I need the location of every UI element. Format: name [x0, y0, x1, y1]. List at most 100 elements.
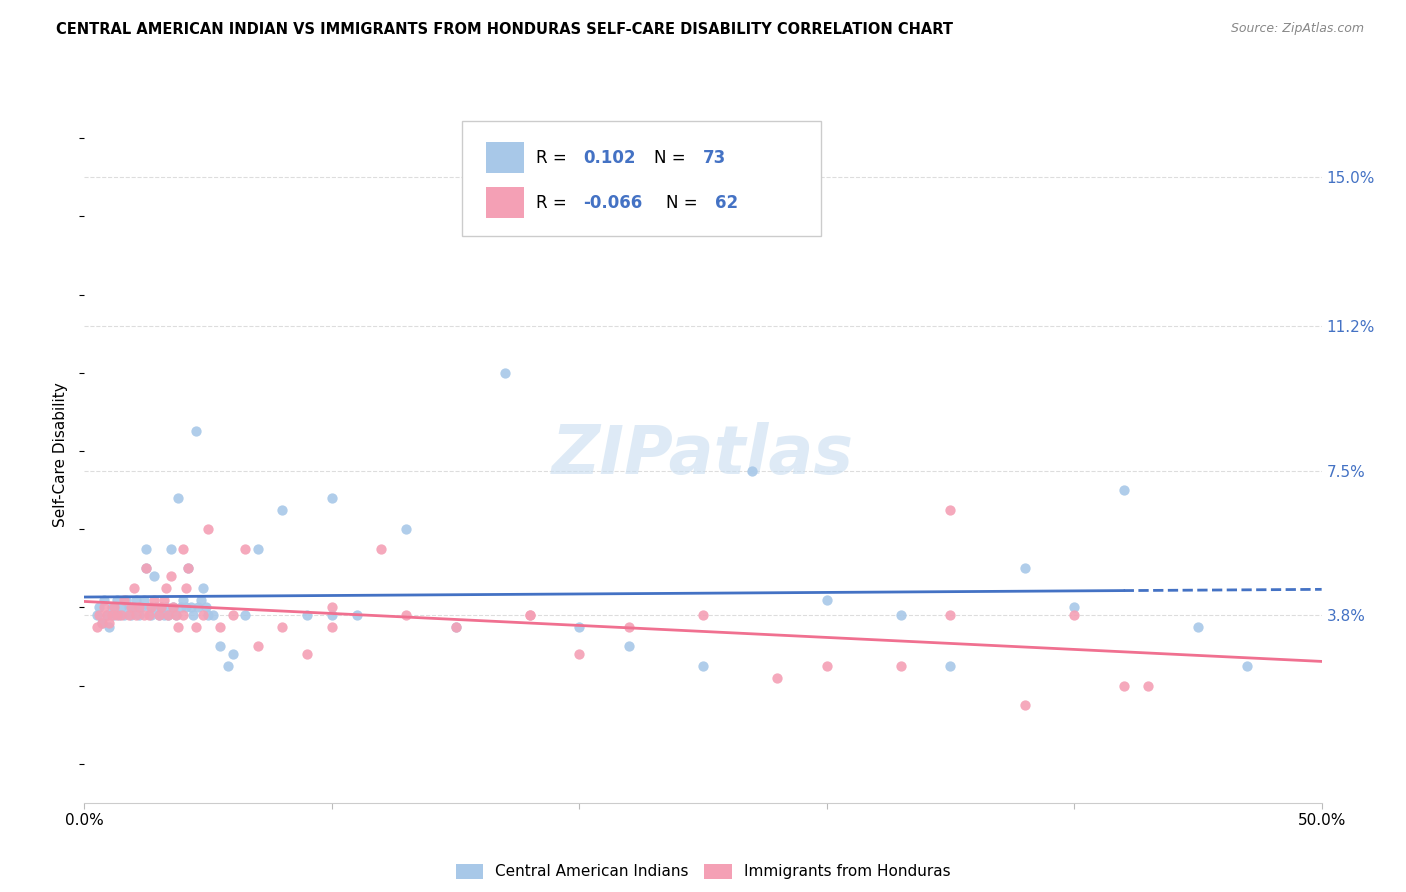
Point — [246, 640, 269, 654]
Point — [93, 600, 115, 615]
Point — [110, 600, 132, 615]
Point — [100, 600, 122, 615]
Point — [568, 620, 591, 634]
Point — [90, 615, 112, 630]
Point — [89, 608, 111, 623]
Point — [1063, 608, 1085, 623]
Point — [444, 620, 467, 634]
Point — [181, 608, 204, 623]
Point — [494, 366, 516, 380]
Point — [135, 561, 157, 575]
Point — [568, 647, 591, 661]
Point — [132, 592, 155, 607]
Point — [142, 569, 165, 583]
Text: 73: 73 — [703, 149, 727, 167]
Point — [105, 592, 128, 607]
Point — [141, 600, 163, 615]
Point — [108, 608, 131, 623]
Point — [172, 608, 194, 623]
Point — [86, 608, 108, 623]
Point — [174, 600, 197, 615]
Point — [321, 491, 343, 505]
Point — [209, 640, 232, 654]
Point — [98, 620, 121, 634]
Text: 0.102: 0.102 — [583, 149, 636, 167]
Point — [150, 600, 173, 615]
Point — [766, 671, 789, 685]
FancyBboxPatch shape — [461, 121, 821, 235]
Point — [138, 608, 160, 623]
Point — [217, 659, 239, 673]
Point — [233, 608, 256, 623]
Point — [172, 592, 194, 607]
Point — [187, 600, 209, 615]
Point — [444, 620, 467, 634]
Point — [93, 592, 115, 607]
Point — [115, 592, 138, 607]
Point — [125, 592, 148, 607]
Point — [939, 659, 962, 673]
Point — [1014, 561, 1036, 575]
Point — [165, 608, 187, 623]
Point — [110, 608, 132, 623]
Point — [122, 600, 145, 615]
Point — [152, 592, 174, 607]
Point — [1112, 679, 1135, 693]
Y-axis label: Self-Care Disability: Self-Care Disability — [53, 383, 69, 527]
Point — [135, 561, 157, 575]
Point — [103, 608, 125, 623]
Point — [148, 608, 170, 623]
Point — [209, 620, 232, 634]
Point — [939, 608, 962, 623]
Point — [321, 608, 343, 623]
Point — [128, 600, 150, 615]
Text: Source: ZipAtlas.com: Source: ZipAtlas.com — [1230, 22, 1364, 36]
Point — [167, 620, 190, 634]
Point — [122, 581, 145, 595]
Point — [1236, 659, 1258, 673]
Point — [135, 541, 157, 556]
Point — [194, 600, 217, 615]
Point — [202, 608, 225, 623]
Text: -0.066: -0.066 — [583, 194, 643, 212]
Point — [105, 608, 128, 623]
Point — [112, 608, 135, 623]
Point — [118, 608, 141, 623]
Point — [692, 659, 714, 673]
Point — [172, 541, 194, 556]
Point — [129, 600, 152, 615]
Point — [321, 620, 343, 634]
Point — [1014, 698, 1036, 712]
Point — [145, 600, 167, 615]
Point — [165, 608, 187, 623]
Point — [125, 608, 148, 623]
Point — [1137, 679, 1160, 693]
Point — [138, 600, 160, 615]
Point — [174, 581, 197, 595]
Point — [155, 600, 177, 615]
Point — [890, 659, 912, 673]
Point — [295, 647, 318, 661]
Point — [191, 581, 214, 595]
Point — [321, 600, 343, 615]
Point — [617, 640, 640, 654]
Point — [160, 569, 183, 583]
Point — [170, 600, 193, 615]
Bar — [486, 187, 523, 219]
Point — [162, 600, 184, 615]
Point — [184, 620, 207, 634]
Point — [395, 608, 418, 623]
Text: R =: R = — [536, 194, 572, 212]
Point — [177, 561, 200, 575]
Point — [118, 600, 141, 615]
Point — [152, 608, 174, 623]
Point — [184, 425, 207, 439]
Point — [86, 620, 108, 634]
Point — [519, 608, 541, 623]
Point — [395, 522, 418, 536]
Point — [233, 541, 256, 556]
Point — [271, 502, 294, 516]
Point — [89, 600, 111, 615]
Point — [157, 608, 180, 623]
Point — [939, 502, 962, 516]
